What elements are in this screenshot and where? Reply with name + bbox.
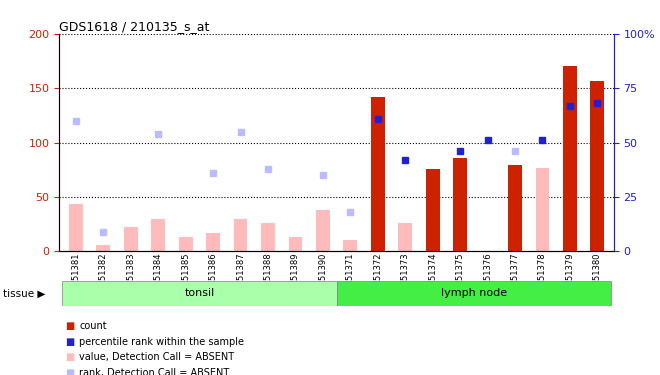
Bar <box>426 169 440 251</box>
Text: ■: ■ <box>65 352 74 362</box>
Text: tissue ▶: tissue ▶ <box>3 288 46 298</box>
Bar <box>179 237 193 251</box>
Bar <box>151 219 165 251</box>
Bar <box>399 223 412 251</box>
Text: ■: ■ <box>65 337 74 346</box>
Bar <box>371 97 385 251</box>
Text: value, Detection Call = ABSENT: value, Detection Call = ABSENT <box>79 352 234 362</box>
Text: tonsil: tonsil <box>184 288 214 298</box>
Bar <box>337 281 611 306</box>
Bar <box>96 245 110 251</box>
Bar <box>62 281 337 306</box>
Bar <box>535 168 549 251</box>
Text: percentile rank within the sample: percentile rank within the sample <box>79 337 244 346</box>
Text: lymph node: lymph node <box>441 288 507 298</box>
Bar <box>453 158 467 251</box>
Text: count: count <box>79 321 107 331</box>
Bar <box>69 204 82 251</box>
Text: ■: ■ <box>65 321 74 331</box>
Bar <box>261 223 275 251</box>
Bar <box>206 233 220 251</box>
Bar <box>343 240 357 251</box>
Bar <box>124 227 138 251</box>
Text: ■: ■ <box>65 368 74 375</box>
Bar <box>288 237 302 251</box>
Bar <box>508 165 522 251</box>
Bar <box>234 219 248 251</box>
Text: GDS1618 / 210135_s_at: GDS1618 / 210135_s_at <box>59 20 210 33</box>
Text: rank, Detection Call = ABSENT: rank, Detection Call = ABSENT <box>79 368 230 375</box>
Bar <box>563 66 577 251</box>
Bar <box>316 210 330 251</box>
Bar <box>591 81 604 251</box>
